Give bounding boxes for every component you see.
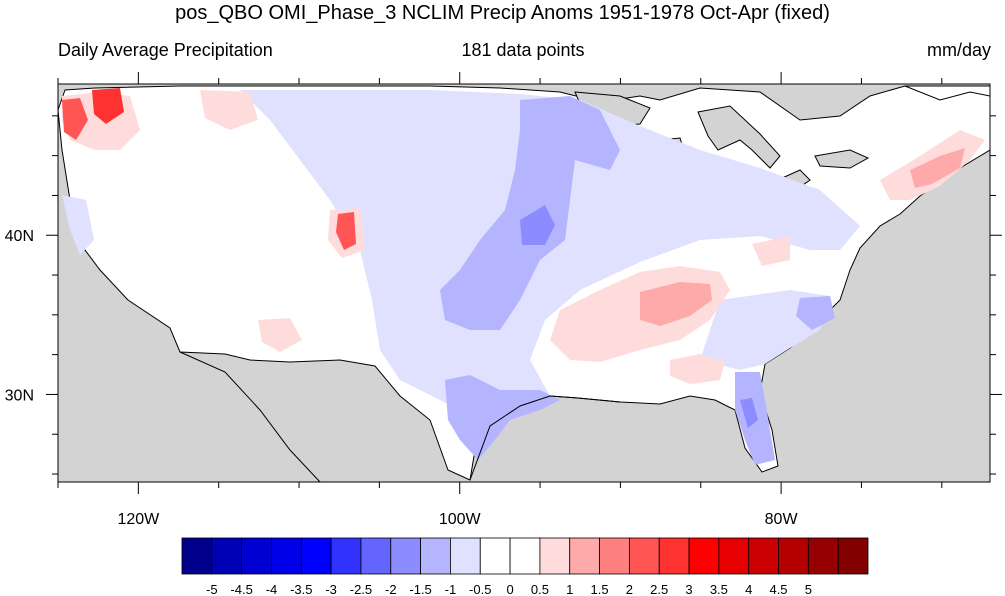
colorbar-swatch [628, 537, 660, 575]
lat-tick-label: 40N [5, 228, 34, 245]
colorbar-swatch [718, 537, 750, 575]
chart-title: pos_QBO OMI_Phase_3 NCLIM Precip Anoms 1… [175, 2, 830, 24]
colorbar-label: -2 [385, 582, 397, 596]
colorbar-swatch [300, 537, 332, 575]
colorbar-label: 4 [745, 582, 752, 596]
colorbar [181, 537, 869, 575]
lon-tick-label: 100W [439, 511, 482, 528]
canada-coast-outline [904, 85, 990, 101]
colorbar-swatch [271, 537, 302, 575]
colorbar-swatch [360, 537, 392, 575]
anomaly-neg-core-kansas [520, 205, 555, 245]
lat-tick-label: 30N [5, 387, 34, 404]
colorbar-label: -0.5 [469, 582, 491, 596]
colorbar-swatch [330, 537, 362, 575]
anomaly-pos-light-gulf [670, 354, 725, 384]
lon-tick-label: 120W [117, 511, 160, 528]
colorbar-swatch [390, 537, 422, 575]
colorbar-label: -5 [206, 582, 218, 596]
anomaly-pos-light-montana [200, 90, 258, 130]
colorbar-swatch [569, 537, 600, 575]
anomaly-pos-light-virginia [752, 236, 790, 266]
colorbar-swatch [599, 537, 630, 575]
baja-outline [179, 351, 321, 482]
colorbar-swatch [688, 537, 720, 575]
colorbar-label: 3 [685, 582, 692, 596]
colorbar-label: -1 [445, 582, 457, 596]
plot-frame [57, 83, 991, 483]
anomaly-neg-core-florida [740, 398, 758, 428]
colorbar-label: 2.5 [650, 582, 668, 596]
colorbar-swatch [509, 537, 541, 575]
colorbar-swatch [479, 537, 511, 575]
anomaly-pos-medium-tennessee [640, 282, 712, 326]
colorbar-label: 1 [566, 582, 573, 596]
axis-ticks [46, 72, 1002, 494]
colorbar-swatch [420, 537, 451, 575]
anomaly-neg-medium-carolina [796, 296, 835, 330]
anomaly-neg-light-west [62, 195, 94, 255]
colorbar-swatch [748, 537, 779, 575]
anomaly-pos-strong-cascades [92, 88, 124, 124]
anomaly-pos-strong-colorado [336, 212, 356, 250]
colorbar-swatch [539, 537, 571, 575]
anomaly-neg-medium-plains [440, 96, 620, 330]
colorbar-label: -3.5 [290, 582, 312, 596]
colorbar-swatch [241, 537, 272, 575]
subtitle-variable: Daily Average Precipitation [58, 40, 273, 60]
colorbar-label: 3.5 [710, 582, 728, 596]
colorbar-label: -2.5 [350, 582, 372, 596]
colorbar-label: 4.5 [769, 582, 787, 596]
colorbar-swatch [211, 537, 243, 575]
axis-tick-labels: 120W 100W 80W 40N 30N [5, 228, 799, 528]
colorbar-swatch [837, 537, 869, 575]
colorbar-label: 1.5 [591, 582, 609, 596]
colorbar-swatch [658, 537, 690, 575]
anomaly-pos-light-arizona [258, 318, 302, 352]
colorbar-label: -4.5 [230, 582, 252, 596]
colorbar-label: -3 [325, 582, 337, 596]
lon-tick-label: 80W [765, 511, 799, 528]
colorbar-swatch [807, 537, 839, 575]
anomaly-neg-light-central [240, 90, 860, 420]
colorbar-swatch [181, 537, 213, 575]
gulf-coast-outline [469, 395, 621, 481]
colorbar-swatch [450, 537, 481, 575]
colorbar-label: 0.5 [531, 582, 549, 596]
anomaly-pos-strong-washington [62, 98, 88, 140]
colorbar-label: -4 [266, 582, 278, 596]
colorbar-labels: -5 -4.5 -4 -3.5 -3 -2.5 -2 -1.5 -1 -0.5 0 0.5 1 1.5 2 2… [206, 582, 812, 596]
colorbar-label: -1.5 [409, 582, 431, 596]
subtitle-data-points: 181 data points [461, 40, 585, 60]
colorbar-label: 2 [626, 582, 633, 596]
anomaly-pos-medium-northeast [910, 148, 965, 188]
subtitle-units: mm/day [926, 40, 991, 60]
colorbar-swatch [778, 537, 809, 575]
colorbar-label: 5 [805, 582, 812, 596]
colorbar-label: 0 [506, 582, 513, 596]
